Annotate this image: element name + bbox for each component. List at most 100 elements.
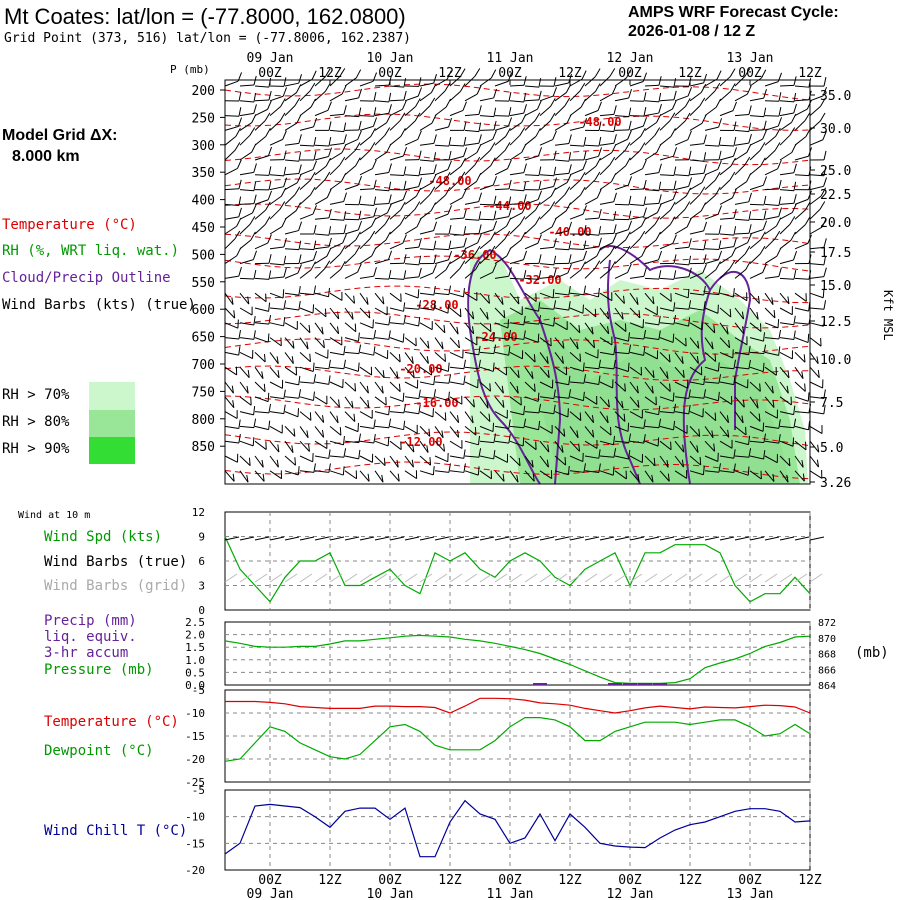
- wind-barb: [389, 322, 404, 325]
- wind-barb-flag: [820, 98, 826, 107]
- wind-barb: [599, 152, 613, 161]
- wind-barb: [539, 337, 552, 347]
- wind-barb: [269, 95, 284, 102]
- wind-barb: [704, 440, 715, 452]
- wind-barb: [749, 366, 764, 373]
- wind-barb-flag: [339, 156, 346, 166]
- wind-barb: [584, 246, 599, 250]
- wind-barb: [629, 366, 642, 376]
- wind-barb: [629, 411, 643, 419]
- label-wind-barbs-true: Wind Barbs (true): [44, 554, 188, 570]
- wind-barb-flag: [234, 142, 241, 151]
- wind-barb: [479, 271, 493, 279]
- wind-barb: [614, 184, 629, 191]
- wind-barb: [464, 181, 477, 191]
- wind-barb-flag: [386, 143, 392, 153]
- wind-barb-flag: [265, 127, 271, 137]
- wind-barb: [254, 85, 269, 88]
- wind-barb-flag: [819, 201, 826, 210]
- wind-barb: [254, 155, 269, 161]
- wind-barb: [374, 189, 389, 192]
- wind-barb-10m-grid: [299, 573, 313, 583]
- wind-barb: [449, 322, 459, 335]
- wind-barb-flag: [823, 255, 827, 265]
- wind-barb-flag: [567, 465, 570, 475]
- wind-barb: [389, 209, 401, 220]
- wind-barb: [404, 470, 417, 480]
- wind-barb: [734, 440, 749, 446]
- wind-barb: [689, 322, 703, 331]
- wind-barb: [404, 139, 418, 146]
- wind-barb: [599, 470, 614, 476]
- wind-barb-flag: [688, 404, 691, 414]
- wind-barb-flag: [582, 160, 587, 170]
- wind-barb-10m-true: [464, 536, 480, 541]
- wind-barb-flag: [267, 100, 272, 110]
- wind-barb: [479, 440, 494, 444]
- wind-barb: [269, 455, 279, 468]
- wind-barb-10m-grid: [269, 573, 283, 583]
- wind-barb: [674, 425, 688, 434]
- wind-barb: [269, 425, 283, 434]
- wind-barb: [344, 184, 359, 191]
- wind-barb-flag: [268, 314, 272, 325]
- temperature-contour: [224, 395, 811, 411]
- wind-barb-flag: [684, 112, 691, 122]
- wind-barb: [314, 470, 329, 473]
- wind-barb: [779, 223, 791, 235]
- wind-barb-flag: [298, 164, 302, 174]
- forecast-cycle-time: 2026-01-08 / 12 Z: [628, 23, 756, 40]
- wind-barb-flag: [373, 107, 377, 117]
- wind-barb: [299, 455, 313, 463]
- height-tick-label: 7.5: [820, 396, 843, 411]
- wind-barb-flag: [688, 300, 692, 310]
- wind-barb: [749, 253, 761, 264]
- wind-barb: [224, 396, 235, 408]
- wind-barb: [314, 381, 329, 385]
- wind-barb-flag: [583, 150, 587, 160]
- wind-barb: [704, 366, 719, 372]
- wind-barb: [554, 381, 569, 386]
- pressure-tick-label: 300: [192, 139, 215, 154]
- wind-barb: [344, 165, 356, 176]
- time-tick-label-bottom: 12Z: [798, 873, 822, 888]
- wind-barb-flag: [397, 473, 400, 482]
- wind-barb: [749, 440, 764, 444]
- wind-barb: [569, 455, 584, 463]
- wind-barb-flag: [354, 245, 361, 255]
- wind-barb: [329, 455, 344, 458]
- wind-barb-flag: [328, 449, 331, 459]
- wind-barb: [239, 84, 255, 87]
- precip-bar: [638, 683, 652, 685]
- wind-barb-flag: [583, 250, 588, 260]
- wind-barb-flag: [339, 245, 346, 255]
- wind-barb-10m-grid: [674, 573, 688, 583]
- wind-barb-flag: [478, 192, 482, 202]
- wind-barb: [644, 189, 659, 192]
- wind-barb: [239, 112, 254, 117]
- wind-barb: [689, 230, 704, 235]
- temperature-contour-label: -24.00: [474, 330, 517, 344]
- wind-barb: [749, 322, 762, 332]
- wind-barb-flag: [358, 120, 362, 131]
- wind-barb: [509, 100, 524, 103]
- wind-barb: [569, 426, 579, 439]
- wind-barb: [494, 168, 508, 176]
- wind-barb-flag: [431, 114, 437, 124]
- wind-barb: [779, 84, 795, 87]
- wind-barb: [239, 292, 250, 305]
- wind-barb-flag: [568, 254, 572, 264]
- wind-barb: [734, 351, 749, 356]
- wind-barb: [704, 470, 719, 473]
- wind-barb: [224, 322, 239, 329]
- wind-barb: [314, 255, 328, 265]
- wind-barb-10m-true: [299, 536, 315, 541]
- wind-barb: [494, 149, 506, 161]
- wind-barb: [809, 195, 822, 205]
- wind-barb-flag: [553, 255, 557, 265]
- wind-barb-10m-true: [344, 536, 360, 541]
- wind-barb-flag: [292, 340, 295, 349]
- wind-barb-flag: [386, 204, 392, 214]
- wind-barb-flag: [523, 194, 527, 204]
- wind-barb: [779, 337, 794, 341]
